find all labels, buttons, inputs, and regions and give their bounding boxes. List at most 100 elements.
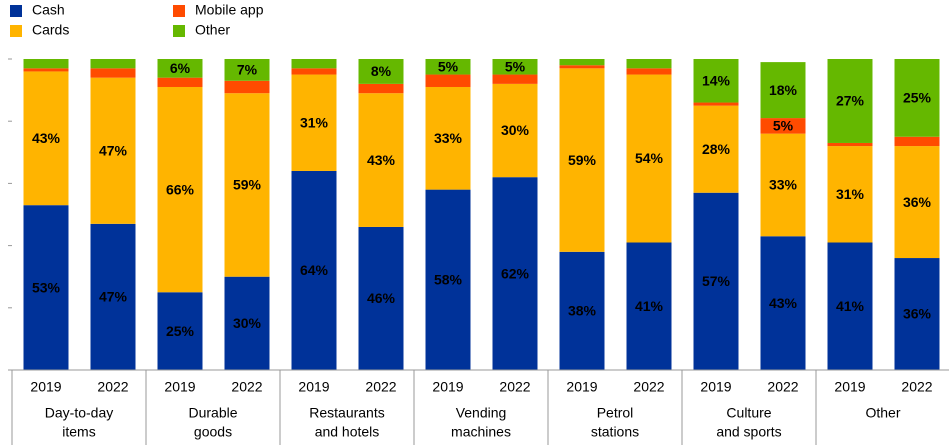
bar-segment [559,59,605,66]
bar-segment [626,59,672,69]
group-label: Durable [188,405,237,421]
legend-label: Cash [32,2,65,18]
x-tick-label: 2022 [97,379,128,395]
bar-segment [224,276,270,370]
bar-segment [291,59,337,69]
x-tick-label: 2022 [499,379,530,395]
bar-segment [23,205,69,370]
bar-segment [693,192,739,370]
value-label: 31% [300,114,329,130]
value-label: 53% [32,279,61,295]
value-label: 5% [773,118,794,134]
value-label: 64% [300,262,329,278]
bar-segment [760,133,806,237]
group-label: Culture [726,405,771,421]
legend-swatch [173,5,185,17]
group-label: Restaurants [309,405,384,421]
bar-segment [626,74,672,243]
bar-segment [559,68,605,252]
group-label: items [62,424,95,440]
bar-segment [894,136,940,147]
legend-label: Mobile app [195,2,264,18]
value-label: 57% [702,273,731,289]
group-label: Other [865,405,900,421]
x-tick-label: 2019 [164,379,195,395]
group-label: Petrol [597,405,634,421]
bar-segment [827,59,873,143]
bar-segment [224,93,270,277]
bar-segment [358,83,404,94]
value-label: 7% [237,62,258,78]
bar-segment [492,177,538,370]
bar-segment [23,71,69,206]
value-label: 43% [367,152,396,168]
x-tick-label: 2019 [30,379,61,395]
bar-segment [827,146,873,243]
value-label: 31% [836,186,865,202]
x-tick-label: 2022 [767,379,798,395]
bar-segment [291,68,337,75]
bar-segment [23,68,69,72]
value-label: 54% [635,150,664,166]
x-tick-label: 2019 [432,379,463,395]
bar-segment [894,59,940,137]
value-label: 36% [903,194,932,210]
bar-segment [626,68,672,75]
bar-segment [425,59,471,75]
bar-segment [492,83,538,178]
bar-segment [358,93,404,227]
bar-segment [894,146,940,259]
bar-segment [425,189,471,370]
x-tick-label: 2019 [834,379,865,395]
value-label: 8% [371,63,392,79]
bar-segment [358,226,404,370]
bar-segment [90,77,136,224]
value-label: 59% [568,152,597,168]
x-tick-label: 2022 [633,379,664,395]
x-tick-label: 2022 [231,379,262,395]
legend-label: Other [195,22,230,38]
bar-segment [90,59,136,69]
bar-segment [827,142,873,147]
value-label: 47% [99,142,128,158]
group-label: Vending [456,405,507,421]
value-label: 59% [233,177,262,193]
value-label: 30% [501,122,530,138]
bar-segment [157,292,203,370]
value-label: 14% [702,72,731,88]
bar-segment [760,118,806,134]
group-label: stations [591,424,639,440]
legend-label: Cards [32,22,69,38]
x-tick-label: 2019 [566,379,597,395]
value-label: 6% [170,60,191,76]
value-label: 46% [367,290,396,306]
bar-segment [425,86,471,190]
bar-segment [224,59,270,81]
value-label: 5% [438,58,459,74]
bar-segment [157,77,203,87]
group-label: Day-to-day [45,405,113,421]
bar-segment [559,65,605,69]
group-label: machines [451,424,511,440]
x-tick-label: 2019 [700,379,731,395]
bar-segment [425,74,471,87]
group-label: and sports [716,424,781,440]
value-label: 41% [836,298,865,314]
bar-segment [157,86,203,293]
bar-segment [90,223,136,370]
bar-segment [224,80,270,94]
value-label: 28% [702,141,731,157]
bar-segment [693,59,739,103]
bar-segment [827,242,873,370]
legend-swatch [10,25,22,37]
value-label: 25% [903,90,932,106]
value-label: 25% [166,323,195,339]
value-label: 36% [903,306,932,322]
bar-segment [90,68,136,78]
group-label: goods [194,424,232,440]
x-tick-label: 2022 [901,379,932,395]
value-label: 43% [769,295,798,311]
group-label: and hotels [315,424,380,440]
value-label: 41% [635,298,664,314]
